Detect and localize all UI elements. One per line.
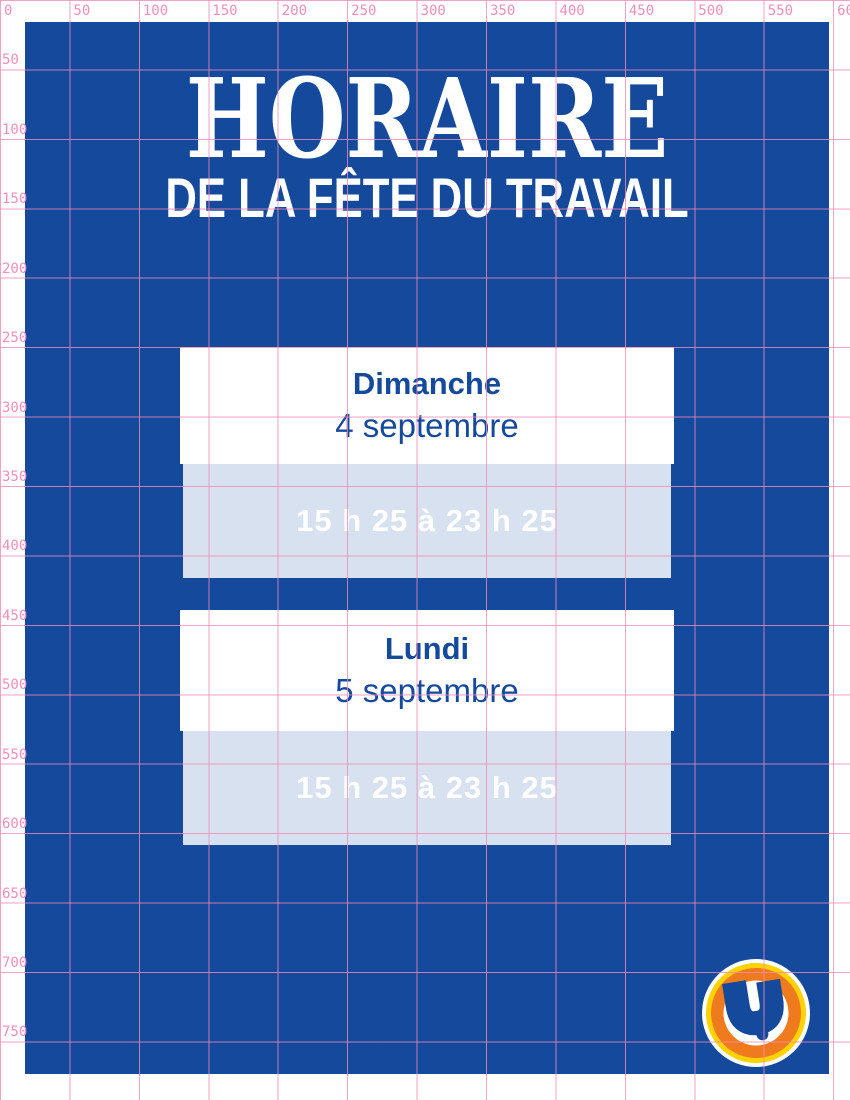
ruler-label-left: 100 <box>2 121 28 138</box>
day-label-monday: Lundi <box>384 630 470 666</box>
ruler-label-top: 50 <box>73 3 91 19</box>
ruler-label-left: 500 <box>2 677 28 694</box>
ruler-label-left: 450 <box>2 607 28 624</box>
ruler-label-left: 300 <box>2 399 28 416</box>
ruler-label-left: 750 <box>2 1024 28 1041</box>
poster-subtitle: DE LA FÊTE DU TRAVAIL <box>165 166 689 229</box>
ruler-label-left: 600 <box>2 816 28 833</box>
ruler-label-top: 600 <box>837 3 850 19</box>
date-label-monday: 5 septembre <box>335 671 519 709</box>
ruler-label-left: 200 <box>2 260 28 277</box>
ruler-label-top: 400 <box>559 3 585 19</box>
ruler-label-top: 500 <box>698 3 724 19</box>
ruler-label-top: 100 <box>142 3 169 19</box>
ruler-label-left: 400 <box>2 538 28 555</box>
ruler-label-left: 50 <box>2 52 19 69</box>
day-label-sunday: Dimanche <box>352 365 502 401</box>
ruler-label-top: 350 <box>490 3 516 19</box>
poster: HORAIRE DE LA FÊTE DU TRAVAIL Dimanche 4… <box>25 22 829 1074</box>
hours-label-monday: 15 h 25 à 23 h 25 <box>296 770 558 805</box>
ruler-label-top: 200 <box>281 3 308 19</box>
schedule-card-monday: Lundi 5 septembre <box>180 610 674 731</box>
hours-band-monday: 15 h 25 à 23 h 25 <box>183 731 671 845</box>
hours-band-sunday: 15 h 25 à 23 h 25 <box>183 464 671 578</box>
poster-title: HORAIRE <box>185 54 669 183</box>
date-label-sunday: 4 septembre <box>335 406 519 444</box>
ruler-label-left: 250 <box>2 330 28 347</box>
brand-logo-u <box>702 959 810 1067</box>
hours-label-sunday: 15 h 25 à 23 h 25 <box>296 503 558 538</box>
ruler-label-left: 150 <box>2 191 28 208</box>
ruler-label-left: 550 <box>2 746 28 763</box>
ruler-label-left: 350 <box>2 469 28 485</box>
ruler-label-top: 550 <box>767 3 794 19</box>
ruler-label-top: 0 <box>4 3 13 19</box>
ruler-label-top: 300 <box>420 3 446 19</box>
ruler-label-left: 650 <box>2 885 28 902</box>
ruler-label-left: 700 <box>2 955 28 972</box>
ruler-label-top: 150 <box>212 3 238 19</box>
ruler-label-top: 250 <box>351 3 377 19</box>
ruler-label-top: 450 <box>628 3 655 19</box>
schedule-card-sunday: Dimanche 4 septembre <box>180 347 674 464</box>
